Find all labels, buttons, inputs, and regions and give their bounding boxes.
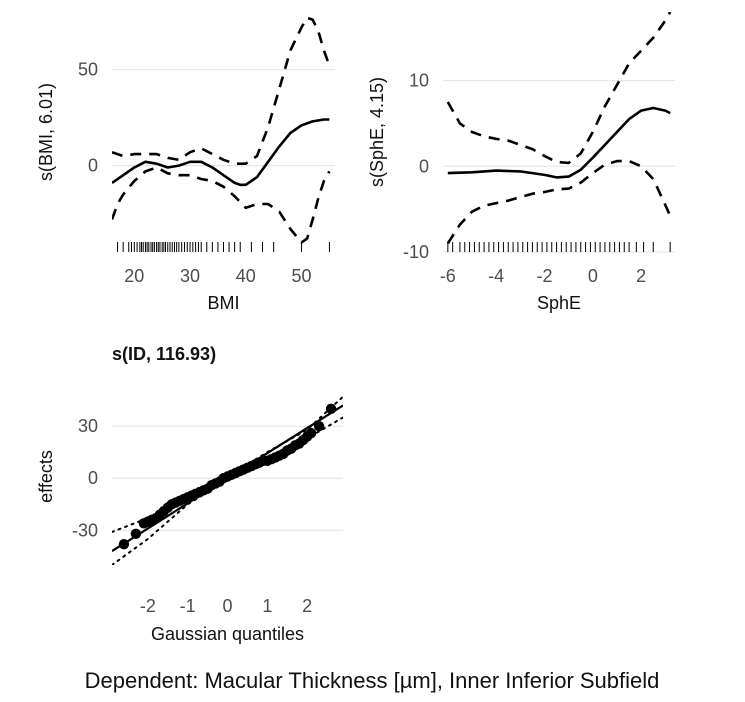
bmi-smooth-panel: 0 50 20 30 40 50 BMI s(BMI, 6.01): [36, 16, 335, 313]
sphe-smooth-panel: -10 0 10 -6 -4 -2 0 2 SphE s(SphE, 4.15): [367, 12, 675, 313]
qq-point: [313, 420, 325, 432]
smooth-estimate-line: [447, 106, 671, 179]
panel-title: s(ID, 116.93): [112, 344, 216, 364]
x-tick-label: -2: [536, 266, 552, 286]
x-tick-label: 2: [302, 596, 312, 616]
y-tick-label: 50: [78, 60, 98, 80]
confidence-bound-upper: [446, 12, 672, 165]
x-tick-label: 0: [222, 596, 232, 616]
x-axis-label: BMI: [207, 293, 239, 313]
y-tick-label: -10: [403, 242, 429, 262]
qq-point: [130, 528, 142, 539]
y-tick-label: -30: [72, 520, 98, 540]
y-tick-label: 0: [88, 468, 98, 488]
plot-area: [446, 12, 672, 245]
y-tick-label: 10: [409, 71, 429, 91]
x-tick-label: -2: [140, 596, 156, 616]
confidence-bound-lower: [446, 159, 672, 245]
x-axis-label: Gaussian quantiles: [151, 624, 304, 644]
qq-point: [325, 403, 337, 415]
x-tick-label: -6: [440, 266, 456, 286]
qq-band-upper: [112, 395, 343, 533]
id-qq-panel: -30 0 30 -2 -1 0 1 2 Gaussian quantiles effects s(…: [36, 344, 343, 644]
plot-area: [112, 395, 343, 565]
plot-area: [112, 16, 331, 244]
y-tick-label: 0: [88, 156, 98, 176]
y-tick-label: 0: [419, 156, 429, 176]
qq-point: [118, 538, 130, 550]
y-axis-label: effects: [36, 450, 56, 503]
qq-point: [305, 427, 317, 439]
x-tick-label: 20: [124, 266, 144, 286]
x-tick-label: 40: [236, 266, 256, 286]
x-tick-label: 0: [588, 266, 598, 286]
y-axis-label: s(BMI, 6.01): [36, 83, 56, 181]
x-axis-label: SphE: [537, 293, 581, 313]
figure-caption: Dependent: Macular Thickness [µm], Inner…: [85, 668, 660, 693]
x-tick-label: -4: [488, 266, 504, 286]
y-tick-label: 30: [78, 416, 98, 436]
x-tick-label: 30: [180, 266, 200, 286]
confidence-bound-upper: [112, 16, 331, 165]
x-tick-label: -1: [180, 596, 196, 616]
smooth-estimate-line: [112, 118, 330, 187]
y-axis-label: s(SphE, 4.15): [367, 77, 387, 187]
x-tick-label: 1: [262, 596, 272, 616]
x-tick-label: 50: [292, 266, 312, 286]
confidence-bound-lower: [112, 166, 331, 244]
x-tick-label: 2: [636, 266, 646, 286]
